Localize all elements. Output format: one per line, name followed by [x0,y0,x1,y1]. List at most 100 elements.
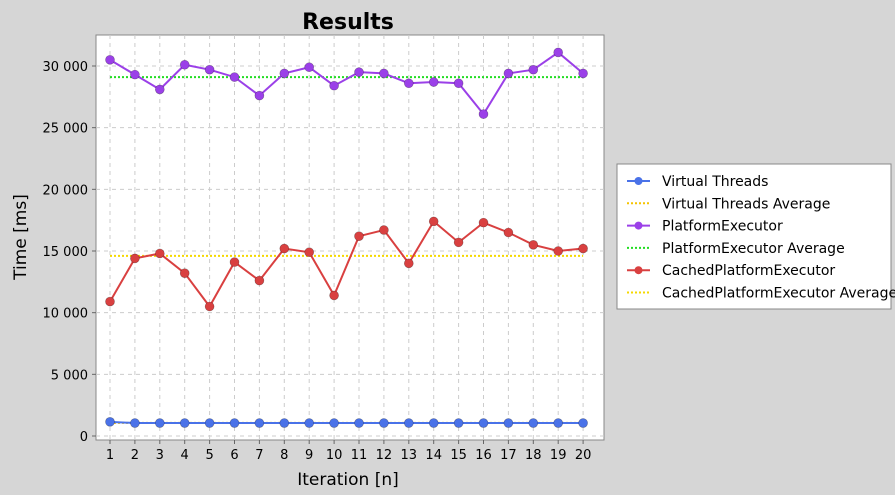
x-tick-label: 8 [280,448,288,463]
legend-item: PlatformExecutor Average [627,241,845,257]
legend-label: PlatformExecutor Average [662,241,845,257]
data-point [578,418,588,428]
y-tick-label: 15 000 [43,245,89,260]
data-point [553,246,564,256]
data-point [528,418,539,428]
data-point [179,59,190,70]
data-point [229,72,240,82]
y-tick-label: 25 000 [43,122,89,137]
x-axis-label: Iteration [n] [297,470,399,490]
data-point [428,77,439,87]
data-point [553,418,564,428]
data-point [105,296,115,307]
x-tick-label: 18 [525,448,542,463]
data-point [578,243,588,254]
data-point [428,216,439,227]
grid [96,35,604,440]
x-tick-label: 11 [351,448,368,463]
data-point [553,47,564,58]
data-point [130,69,140,80]
data-point [379,418,389,428]
x-tick-label: 9 [305,448,313,463]
legend-label: CachedPlatformExecutor Average [662,286,895,302]
data-point [354,67,364,77]
data-point [204,418,215,428]
x-tick-label: 17 [500,448,517,463]
x-tick-label: 20 [575,448,592,463]
data-point [354,231,364,241]
x-tick-label: 1 [106,448,114,463]
data-point [428,418,439,428]
data-point [279,243,290,254]
y-axis-label: Time [ms] [11,194,31,281]
x-tick-label: 10 [326,448,343,463]
legend-label: PlatformExecutor [662,219,783,235]
data-point [453,237,464,248]
data-point [329,80,339,91]
data-point [179,418,190,428]
legend-label: CachedPlatformExecutor [662,263,835,279]
x-tick-label: 5 [205,448,213,463]
series-platformexecutor [105,47,588,119]
data-point [503,227,514,238]
x-tick-label: 4 [181,448,189,463]
data-point [379,225,389,235]
y-tick-label: 10 000 [43,307,89,322]
legend-label: Virtual Threads [662,174,768,190]
data-point [229,418,240,428]
data-point [578,68,588,79]
data-point [105,417,115,427]
data-point [204,301,215,312]
legend-item: Virtual Threads [627,174,768,190]
data-point [254,90,265,101]
legend-marker-icon [634,177,643,185]
data-point [403,418,414,428]
data-point [304,62,315,73]
data-point [329,290,339,301]
x-tick-label: 7 [255,448,263,463]
data-point [503,68,514,79]
x-tick-label: 14 [425,448,442,463]
data-point [179,268,190,279]
legend-box [616,163,892,310]
data-point [204,64,215,75]
x-tick-label: 2 [131,448,139,463]
series-virtual-threads [105,417,588,428]
x-tick-label: 12 [376,448,393,463]
data-point [403,78,414,89]
data-point [453,78,464,89]
y-tick-label: 20 000 [43,183,89,198]
data-point [354,418,364,428]
data-point [329,418,339,428]
x-tick-label: 13 [401,448,418,463]
legend: Virtual Threads Virtual Threads Average Pl… [616,163,895,310]
legend-item: PlatformExecutor [627,219,783,235]
data-point [130,253,140,264]
chart-title: Results [302,10,394,35]
data-point [254,275,265,286]
x-tick-label: 3 [156,448,164,463]
data-point [279,68,290,79]
data-point [304,247,315,258]
x-tick-label: 19 [550,448,567,463]
data-point [478,217,489,228]
legend-marker-icon [634,221,643,230]
plot-area [95,34,605,441]
data-point [155,84,165,95]
data-point [279,418,290,428]
x-tick-label: 16 [475,448,492,463]
data-point [105,55,115,65]
data-point [254,418,265,428]
data-point [503,418,514,428]
data-point [528,64,539,75]
legend-label: Virtual Threads Average [662,196,830,212]
data-point [453,418,464,428]
y-tick-label: 0 [80,430,88,445]
data-point [304,418,315,428]
legend-marker-icon [634,266,643,275]
legend-item: CachedPlatformExecutor Average [627,286,895,302]
data-point [403,258,414,269]
x-tick-label: 15 [450,448,467,463]
